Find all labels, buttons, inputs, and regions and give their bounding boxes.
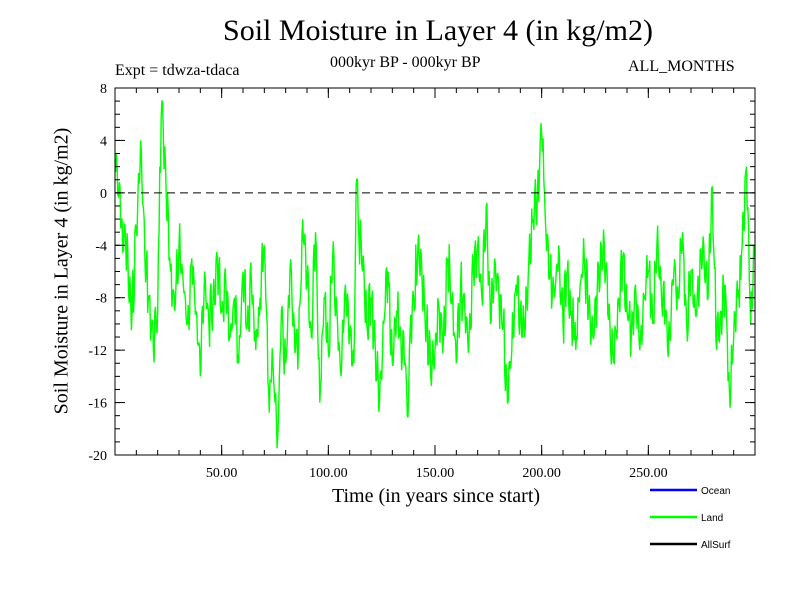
x-tick-label: 100.00 [309,466,348,481]
y-tick-label: -16 [88,397,107,412]
y-tick-label: 4 [100,134,107,149]
series-line-land [114,100,756,449]
y-tick-label: 0 [100,187,107,202]
x-axis-label: Time (in years since start) [331,485,541,507]
x-tick-label: 250.00 [629,466,668,481]
y-tick-label: -8 [95,292,107,307]
x-tick-label: 50.00 [206,466,238,481]
y-tick-label: -20 [88,449,107,464]
experiment-label: Expt = tdwza-tdaca [115,62,240,79]
y-tick-label: -4 [95,239,107,254]
legend-label-ocean: Ocean [701,486,730,497]
legend-label-allsurf: AllSurf [701,540,731,551]
y-tick-label: 8 [100,82,107,97]
chart-subtitle: 000kyr BP - 000kyr BP [330,54,481,71]
x-tick-label: 150.00 [416,466,455,481]
period-label: ALL_MONTHS [628,58,735,75]
chart-title: Soil Moisture in Layer 4 (in kg/m2) [223,14,653,47]
y-tick-label: -12 [88,344,107,359]
x-tick-label: 200.00 [522,466,561,481]
legend-label-land: Land [701,513,723,524]
